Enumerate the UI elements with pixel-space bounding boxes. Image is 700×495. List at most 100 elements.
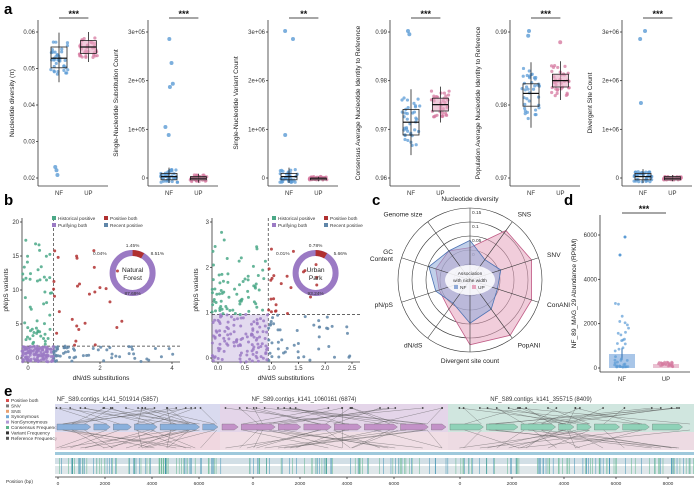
outlier-point <box>53 165 58 169</box>
snv-link <box>557 429 672 449</box>
snv-marker <box>579 407 581 409</box>
x-tick-label: 6000 <box>194 481 205 487</box>
legend-swatch <box>6 404 9 408</box>
data-point <box>219 288 223 292</box>
data-point <box>260 342 264 346</box>
snv-marker <box>190 407 193 409</box>
y-axis-label: Nucleotide diversity (π) <box>9 69 16 137</box>
data-point <box>291 249 295 253</box>
y-tick-label: 0.99 <box>495 30 507 36</box>
data-point <box>203 179 207 183</box>
data-point <box>65 346 69 350</box>
data-point <box>25 260 29 264</box>
legend-swatch <box>6 420 9 424</box>
contig-label: NF_S89.contigs_k141_1060161 (6874) <box>252 397 357 403</box>
data-point <box>664 363 668 367</box>
x-tick-label: UP <box>194 191 202 197</box>
data-point <box>239 316 243 320</box>
boxplot-subplot: 0 1e+05 2e+05 3e+05 Single-Nucleotide Substi… <box>113 9 218 197</box>
data-point <box>99 345 103 349</box>
data-point <box>213 244 217 248</box>
data-point <box>636 170 640 174</box>
snv-marker <box>263 407 266 409</box>
data-point <box>167 347 171 351</box>
data-point <box>252 320 256 324</box>
snv-link <box>352 407 399 425</box>
reference-track <box>55 466 694 474</box>
data-point <box>35 319 39 323</box>
data-point <box>256 346 260 350</box>
data-point <box>249 322 253 326</box>
site-label: Forest <box>123 275 142 282</box>
data-point <box>70 359 74 363</box>
gene-arrow <box>241 423 276 431</box>
snv-link <box>603 429 625 449</box>
x-tick-label: UP <box>662 377 670 383</box>
data-point <box>267 326 271 330</box>
data-point <box>555 88 559 92</box>
outlier-point <box>283 133 288 137</box>
snv-link <box>242 429 329 449</box>
legend-label: SNV <box>11 403 22 409</box>
data-point <box>77 328 81 332</box>
data-point <box>523 102 527 106</box>
y-tick-label: 0.05 <box>23 67 35 73</box>
data-point <box>240 297 244 301</box>
snv-link <box>517 407 691 425</box>
y-tick-label: 10 <box>12 288 19 294</box>
snv-link <box>268 429 343 449</box>
data-point <box>211 249 215 253</box>
data-point <box>624 330 627 334</box>
data-point <box>25 351 29 355</box>
legend-swatch <box>104 223 108 227</box>
data-point <box>252 335 256 339</box>
snv-marker <box>650 407 653 409</box>
data-point <box>211 263 215 267</box>
data-point <box>256 273 260 277</box>
snv-link <box>575 429 642 449</box>
snv-marker <box>59 407 62 409</box>
data-point <box>104 287 108 291</box>
data-point <box>213 287 217 291</box>
data-point <box>413 128 417 132</box>
legend-label: UP <box>478 285 485 291</box>
snv-link <box>151 407 196 425</box>
data-point <box>613 358 617 362</box>
outlier-point <box>167 37 172 41</box>
data-point <box>616 331 620 335</box>
x-tick-label: 0.0 <box>214 366 223 372</box>
data-point <box>246 289 250 293</box>
snv-link <box>80 407 200 425</box>
data-point <box>52 64 56 69</box>
significance-label: *** <box>540 9 551 19</box>
x-tick-label: 2000 <box>507 481 518 487</box>
center-title: with niche width <box>453 278 487 284</box>
y-axis-label: Single-Nucleotide Substitution Count <box>113 49 120 157</box>
data-point <box>38 248 42 252</box>
data-point <box>223 339 227 343</box>
data-point <box>315 283 319 287</box>
data-point <box>247 309 251 313</box>
data-point <box>270 341 274 345</box>
data-point <box>76 284 80 288</box>
data-point <box>217 273 221 277</box>
box <box>50 46 68 69</box>
data-point <box>279 282 283 286</box>
data-point <box>276 313 280 317</box>
data-point <box>34 350 38 354</box>
x-tick-label: 4000 <box>342 481 353 487</box>
data-point <box>226 280 230 284</box>
data-point <box>533 108 538 112</box>
data-point <box>130 347 134 351</box>
snv-link <box>166 407 171 425</box>
snv-marker <box>246 407 248 409</box>
legend-swatch <box>272 216 276 220</box>
snv-link <box>528 429 661 449</box>
x-tick-label: 8000 <box>663 481 674 487</box>
data-point <box>49 67 53 72</box>
data-point <box>273 309 277 313</box>
x-axis-label: dN/dS substitutions <box>258 375 316 382</box>
snv-marker <box>69 407 72 409</box>
data-point <box>246 274 250 278</box>
data-point <box>244 360 248 364</box>
